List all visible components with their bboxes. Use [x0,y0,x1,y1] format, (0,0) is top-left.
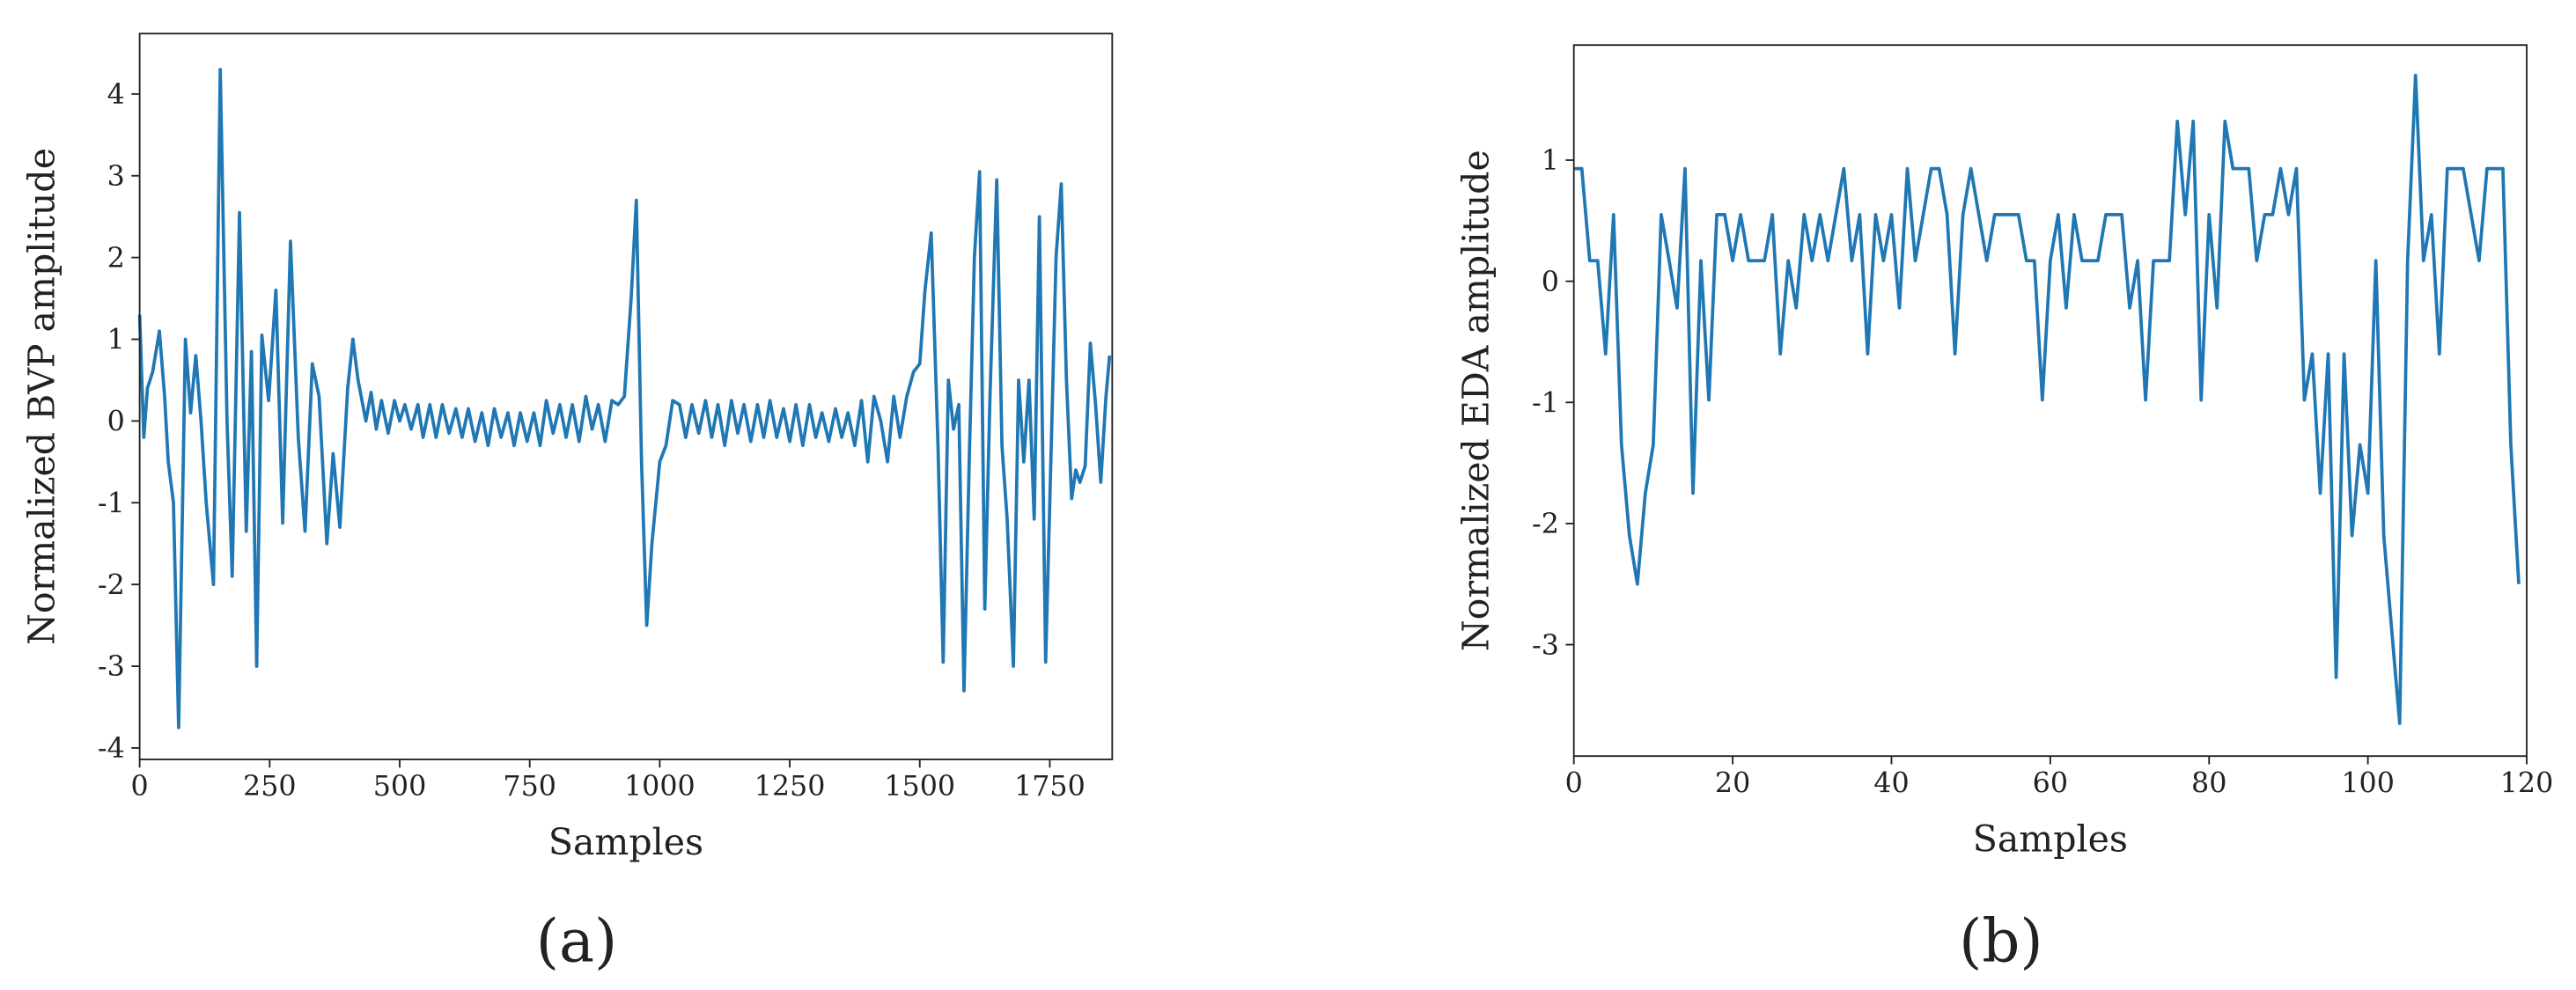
x-tick-label: 250 [243,771,297,803]
y-tick-label: 4 [107,79,125,111]
y-tick-label: -3 [98,651,125,683]
caption: (a) [536,906,617,975]
x-tick-label: 80 [2191,767,2226,799]
plot-frame [138,33,1114,760]
x-tick-label: 100 [2341,767,2395,799]
y-tick-label: -1 [1532,387,1559,419]
x-tick-label: 750 [503,771,556,803]
x-tick-label: 500 [373,771,427,803]
y-axis-label: Normalized EDA amplitude [1455,150,1498,651]
x-tick-label: 0 [131,771,149,803]
x-axis-label: Samples [548,821,703,863]
x-axis-label: Samples [1973,818,2128,860]
plot-frame [1572,44,2528,758]
y-tick-label: -2 [98,569,125,601]
y-tick-label: 1 [1542,145,1559,177]
y-tick-label: 2 [107,243,125,275]
y-tick-label: 3 [107,161,125,193]
y-axis-label: Normalized BVP amplitude [21,148,63,645]
x-tick-label: 20 [1715,767,1750,799]
data-line [1573,73,2521,725]
x-tick-label: 60 [2033,767,2068,799]
caption: (b) [1959,906,2042,975]
x-tick-label: 1750 [1014,771,1086,803]
y-tick-label: 0 [107,407,125,438]
y-tick-label: 1 [107,325,125,356]
y-tick-label: -4 [98,733,125,765]
x-tick-label: 1250 [754,771,826,803]
x-tick-label: 40 [1873,767,1909,799]
y-tick-label: 0 [1542,267,1559,298]
x-tick-label: 1000 [624,771,696,803]
data-line [137,68,1112,730]
x-tick-label: 0 [1565,767,1583,799]
y-tick-label: -2 [1532,509,1559,540]
y-tick-label: -3 [1532,630,1559,662]
x-tick-label: 120 [2500,767,2554,799]
y-tick-label: -1 [98,488,125,519]
x-tick-label: 1500 [884,771,955,803]
